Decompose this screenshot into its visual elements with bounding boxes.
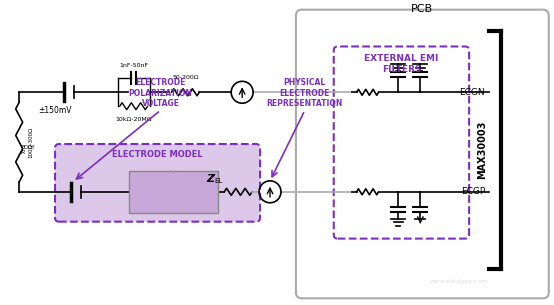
Text: 10kΩ-20MΩ: 10kΩ-20MΩ [115,117,152,122]
Text: EL: EL [214,178,223,184]
Text: PCB: PCB [411,4,433,14]
Text: R: R [21,149,25,155]
Text: 100Ω-300Ω: 100Ω-300Ω [28,127,33,158]
Text: EXTERNAL EMI
FILTERS: EXTERNAL EMI FILTERS [364,55,439,74]
Text: 50-200Ω: 50-200Ω [172,75,199,80]
FancyBboxPatch shape [129,171,218,213]
Text: ELECTRODE MODEL: ELECTRODE MODEL [112,150,203,159]
Text: 1nF-50nF: 1nF-50nF [119,63,148,68]
Text: BODY: BODY [21,145,35,149]
Text: PHYSICAL
ELECTRODE
REPRESENTATION: PHYSICAL ELECTRODE REPRESENTATION [266,78,343,108]
Text: ECGN: ECGN [459,88,485,97]
Text: ECGP: ECGP [461,187,485,196]
Text: Z: Z [206,174,214,184]
FancyBboxPatch shape [334,46,469,239]
FancyBboxPatch shape [296,10,549,298]
Text: ELECTRODE
POLARIZATION
VOLTAGE: ELECTRODE POLARIZATION VOLTAGE [129,78,192,108]
Text: www.elecfans.com: www.elecfans.com [430,279,489,284]
Text: MAX30003: MAX30003 [477,121,487,179]
Text: ±150mV: ±150mV [38,106,72,115]
FancyBboxPatch shape [55,144,260,222]
